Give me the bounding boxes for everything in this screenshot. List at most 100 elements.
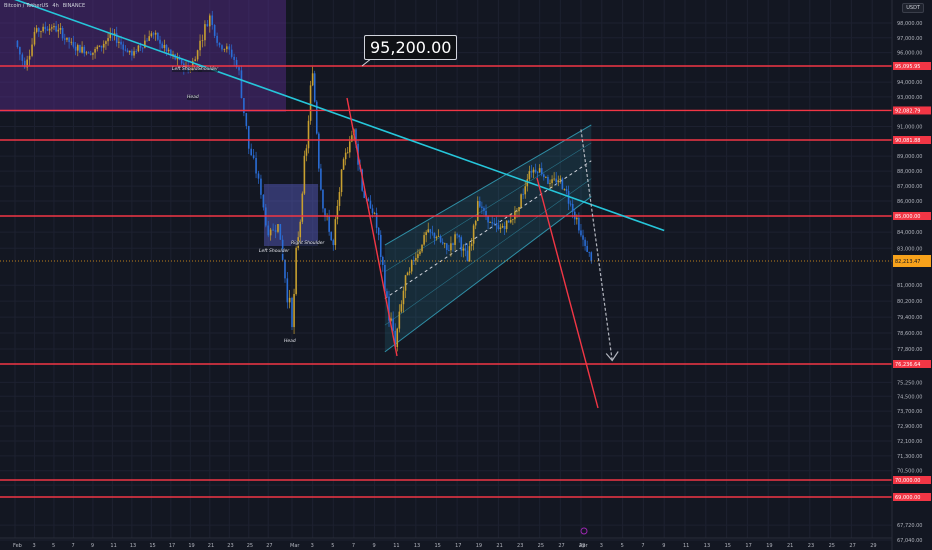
candle-body [363, 190, 366, 199]
candle-body [481, 206, 483, 208]
candle-body [543, 174, 545, 178]
candle-body [216, 35, 218, 43]
trendlines [0, 0, 892, 409]
candle-body [221, 45, 223, 50]
price-tick-label: 73,700.00 [897, 409, 922, 415]
pattern-label-left-shoulder-2: Left Shoulder [259, 249, 290, 254]
candle-body [57, 29, 60, 32]
currency-button[interactable]: USDT [902, 3, 924, 13]
candle-body [468, 246, 471, 262]
candle-body [44, 26, 47, 30]
candle-body [338, 192, 341, 206]
candle-body [243, 98, 245, 114]
time-tick-label: 17 [455, 543, 461, 549]
candle-body [85, 52, 88, 54]
candle-body [139, 45, 142, 48]
candle-body [213, 24, 216, 36]
time-tick-label: 3 [32, 543, 35, 549]
candle-body [55, 25, 57, 32]
candle-body [167, 49, 170, 52]
time-tick-label: 23 [808, 543, 814, 549]
time-tick-label: 25 [538, 543, 544, 549]
candle-body [176, 57, 179, 60]
candle-body [540, 168, 543, 175]
symbol-name[interactable]: Bitcoin / TetherUS [4, 3, 49, 9]
candle-body [194, 59, 196, 62]
time-tick-label: 19 [766, 543, 772, 549]
candle-body [154, 32, 157, 35]
candle-body [307, 120, 310, 149]
candle-body [72, 41, 75, 47]
candle-body [330, 231, 333, 241]
event-marker-icon [580, 527, 588, 535]
candle-body [394, 330, 396, 348]
level-label-bg [893, 360, 931, 368]
candle-body [46, 29, 49, 31]
candle-body [299, 221, 302, 238]
candle-body [547, 176, 549, 184]
candle-body [81, 46, 83, 53]
level-label-bg [893, 106, 931, 115]
interval-label[interactable]: 4h [52, 3, 59, 9]
candle-body [561, 178, 564, 190]
candle-body [21, 54, 24, 61]
price-tick-label: 87,000.00 [897, 184, 922, 190]
candle-body [435, 236, 438, 239]
pattern-label-head-2: Head [284, 339, 296, 344]
candle-body [355, 129, 357, 144]
time-tick-label: 13 [414, 543, 420, 549]
candle-body [586, 245, 588, 252]
candle-body [170, 49, 172, 56]
candle-body [464, 248, 467, 251]
candle-body [433, 233, 436, 239]
candle-body [320, 168, 322, 190]
time-tick-label: 27 [849, 543, 855, 549]
time-tick-label: 23 [517, 543, 523, 549]
candle-body [124, 49, 127, 51]
candle-body [131, 50, 133, 56]
price-tick-label: 75,250.00 [897, 380, 922, 386]
candle-body [557, 180, 560, 183]
candle-body [425, 232, 427, 236]
candle-body [476, 201, 479, 221]
candle-body [135, 51, 138, 52]
candle-body [415, 257, 417, 261]
time-tick-label: 11 [110, 543, 116, 549]
candle-body [53, 25, 55, 28]
time-tick-label: 15 [149, 543, 155, 549]
candle-body [89, 53, 92, 55]
drop-line-1 [346, 97, 398, 357]
level-label: 70,000.00 [895, 478, 920, 484]
level-label: 90,081.88 [895, 138, 920, 144]
candle-body [499, 227, 502, 229]
candle-body [28, 55, 31, 60]
candle-body [379, 234, 382, 257]
candle-body [48, 28, 51, 31]
candle-body [348, 141, 351, 153]
time-tick-label: 19 [476, 543, 482, 549]
time-tick-label: 3 [311, 543, 314, 549]
time-tick-label: 21 [496, 543, 502, 549]
candle-body [33, 31, 36, 45]
level-label: 92,082.79 [895, 108, 920, 114]
candle-body [580, 230, 582, 236]
candle-body [553, 178, 555, 180]
candle-body [295, 247, 297, 294]
time-tick-label: 5 [52, 543, 55, 549]
symbol-header[interactable]: Bitcoin / TetherUS 4h BINANCE [4, 3, 89, 9]
level-label-bg [893, 476, 931, 484]
price-tick-label: 86,000.00 [897, 199, 922, 205]
candle-body [545, 176, 547, 178]
candle-body [250, 148, 252, 156]
candle-body [458, 235, 460, 238]
candle-body [61, 27, 64, 39]
candle-body [431, 232, 434, 234]
candle-body [286, 278, 289, 303]
time-tick-label: 5 [331, 543, 334, 549]
time-tick-label: 7 [352, 543, 355, 549]
candle-body [336, 205, 339, 220]
candle-body [19, 47, 21, 55]
candle-body [384, 264, 386, 292]
candle-body [402, 290, 405, 305]
